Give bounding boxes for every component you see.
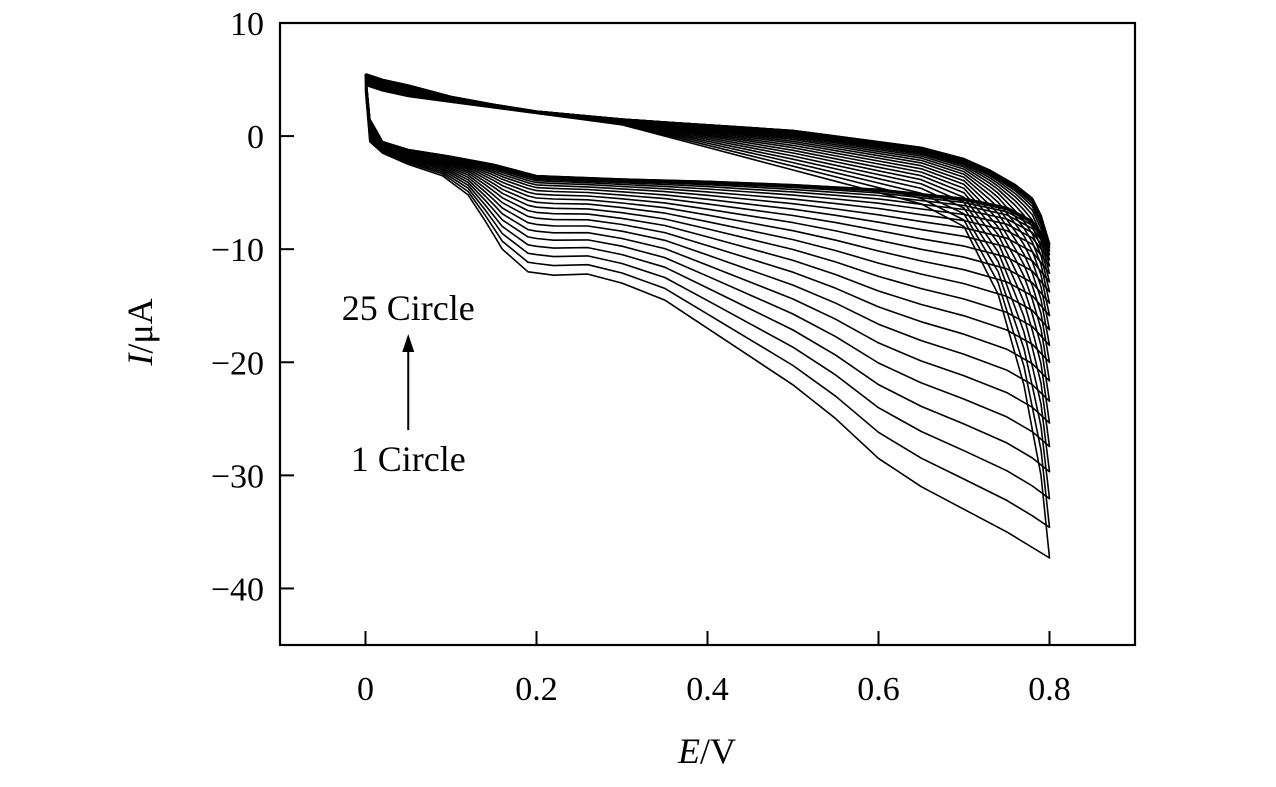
annotation-25-circle: 25 Circle [342,288,475,328]
y-axis-title: I/μA [120,298,160,366]
x-tick-label: 0.6 [857,671,900,708]
arrow-head [402,334,415,352]
x-axis-title-unit: /V [700,731,736,771]
y-tick-label: −20 [211,345,264,382]
cv-cycle-4 [364,81,1051,473]
cv-cycle-6 [364,79,1051,424]
y-tick-label: 10 [230,6,264,43]
cv-cycle-2 [364,83,1051,529]
x-tick-label: 0 [357,671,374,708]
x-tick-label: 0.4 [686,671,729,708]
x-tick-label: 0.2 [515,671,558,708]
cv-cycle-3 [364,82,1051,500]
y-tick-label: −40 [211,571,264,608]
x-tick-label: 0.8 [1028,671,1071,708]
cv-cycle-5 [364,80,1051,448]
y-tick-label: 0 [247,119,264,156]
x-axis-title-italic: E [677,731,700,771]
cv-cycle-25 [364,73,1051,245]
cv-curves [364,73,1051,559]
cv-cycle-1 [364,84,1051,559]
y-axis-ticks: 10 0 −10 −20 −30 −40 [211,6,294,608]
y-tick-label: −10 [211,232,264,269]
y-axis-title-italic: I [120,352,160,367]
y-tick-label: −30 [211,458,264,495]
cv-cycle-7 [364,78,1051,402]
x-axis-title: E/V [677,731,736,771]
y-axis-title-unit: /μA [120,298,160,353]
x-axis-ticks: 0 0.2 0.4 0.6 0.8 [357,631,1071,708]
annotation-1-circle: 1 Circle [351,439,466,479]
